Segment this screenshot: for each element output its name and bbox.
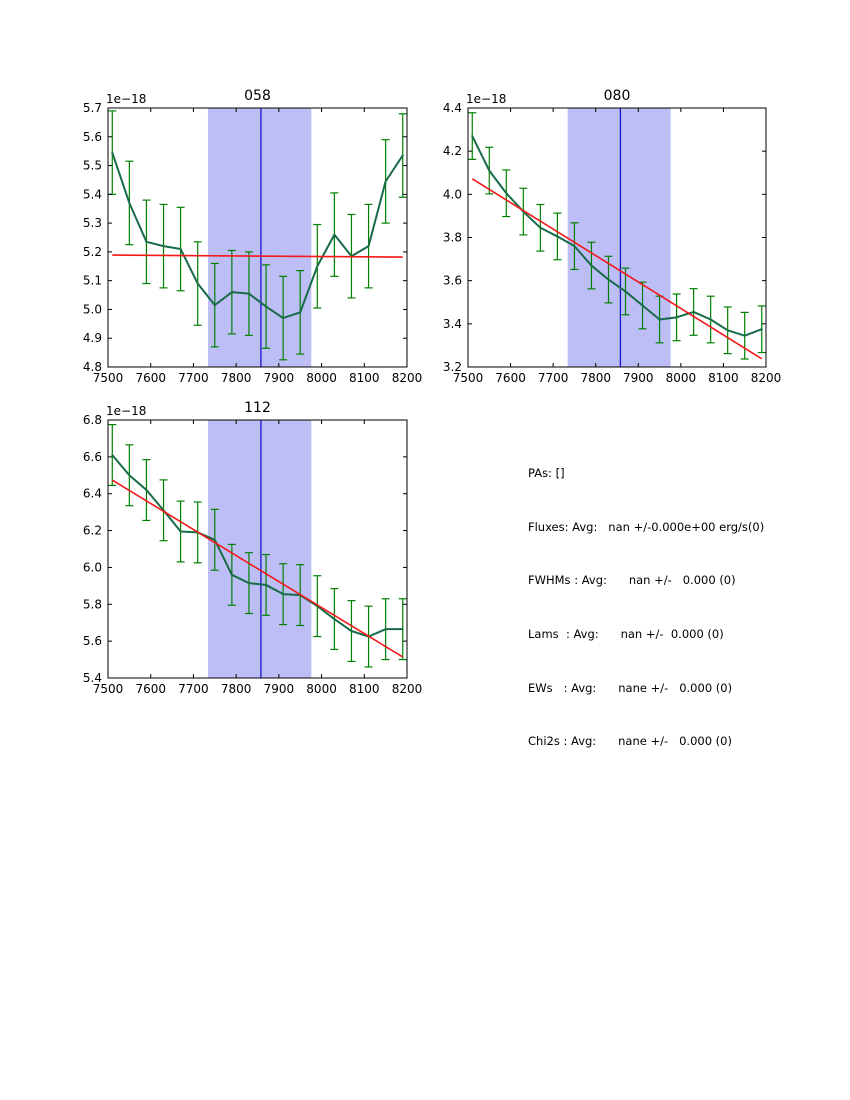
svg-text:3.6: 3.6 <box>443 274 462 288</box>
svg-text:6.2: 6.2 <box>83 524 102 538</box>
stats-block: PAs: [] Fluxes: Avg: nan +/-0.000e+00 er… <box>528 433 764 783</box>
svg-text:5.3: 5.3 <box>83 216 102 230</box>
plot-title: 058 <box>244 88 271 104</box>
subplot-080: 7500 7600 7700 7800 7900 8000 8100 8200 3.2 3.4 3.… <box>443 88 781 385</box>
stat-line-pas: PAs: [] <box>528 466 565 480</box>
selection-band <box>207 420 312 678</box>
svg-text:7500: 7500 <box>93 371 124 385</box>
svg-text:5.8: 5.8 <box>83 597 102 611</box>
selection-band <box>207 108 312 367</box>
svg-text:5.6: 5.6 <box>83 130 102 144</box>
svg-text:3.8: 3.8 <box>443 231 462 245</box>
svg-text:5.5: 5.5 <box>83 159 102 173</box>
svg-text:7600: 7600 <box>135 371 166 385</box>
svg-text:7900: 7900 <box>264 371 295 385</box>
svg-text:5.6: 5.6 <box>83 634 102 648</box>
svg-text:8100: 8100 <box>349 682 380 696</box>
subplot-058: 7500 7600 7700 7800 7900 8000 8100 8200 4.8 4.9 5.… <box>83 88 422 385</box>
svg-text:7800: 7800 <box>221 682 252 696</box>
fit-line <box>112 254 403 258</box>
stat-line-fwhms: FWHMs : Avg: nan +/- 0.000 (0) <box>528 573 736 588</box>
svg-text:7900: 7900 <box>623 371 654 385</box>
plot-title: 112 <box>244 400 271 416</box>
svg-text:4.2: 4.2 <box>443 144 462 158</box>
svg-text:5.4: 5.4 <box>83 671 102 685</box>
y-axis-offset-label: 1e−18 <box>106 92 146 106</box>
svg-text:7600: 7600 <box>495 371 526 385</box>
svg-text:7800: 7800 <box>580 371 611 385</box>
svg-text:7700: 7700 <box>178 371 209 385</box>
spectrum-line <box>111 151 404 320</box>
svg-text:8200: 8200 <box>392 371 423 385</box>
svg-text:3.4: 3.4 <box>443 317 462 331</box>
svg-text:5.4: 5.4 <box>83 187 102 201</box>
svg-text:8200: 8200 <box>392 682 423 696</box>
stat-line-fluxes: Fluxes: Avg: nan +/-0.000e+00 erg/s(0) <box>528 519 765 534</box>
svg-text:6.4: 6.4 <box>83 487 102 501</box>
svg-text:8000: 8000 <box>306 371 337 385</box>
svg-text:4.9: 4.9 <box>83 331 102 345</box>
ticks: 7500 7600 7700 7800 7900 8000 8100 8200 5.4 5.6 5.… <box>83 413 422 696</box>
svg-text:6.8: 6.8 <box>83 413 102 427</box>
svg-text:7600: 7600 <box>135 682 166 696</box>
stat-line-lams: Lams : Avg: nan +/- 0.000 (0) <box>528 627 724 642</box>
svg-text:8000: 8000 <box>666 371 697 385</box>
svg-text:7800: 7800 <box>221 371 252 385</box>
ticks: 7500 7600 7700 7800 7900 8000 8100 8200 4.8 4.9 5.… <box>83 101 422 385</box>
stat-line-chi2s: Chi2s : Avg: nane +/- 0.000 (0) <box>528 734 732 749</box>
subplot-112: 7500 7600 7700 7800 7900 8000 8100 8200 5.4 5.6 5.… <box>83 400 422 696</box>
svg-text:6.0: 6.0 <box>83 560 102 574</box>
svg-text:5.1: 5.1 <box>83 274 102 288</box>
svg-text:4.8: 4.8 <box>83 360 102 374</box>
svg-text:7900: 7900 <box>264 682 295 696</box>
svg-text:8000: 8000 <box>306 682 337 696</box>
svg-text:8100: 8100 <box>349 371 380 385</box>
svg-text:6.6: 6.6 <box>83 450 102 464</box>
y-axis-offset-label: 1e−18 <box>466 92 506 106</box>
svg-text:8100: 8100 <box>708 371 739 385</box>
svg-text:7500: 7500 <box>453 371 484 385</box>
fit-line <box>471 178 763 360</box>
svg-text:5.7: 5.7 <box>83 101 102 115</box>
stat-line-ews: EWs : Avg: nane +/- 0.000 (0) <box>528 680 733 695</box>
axes-frame <box>107 419 408 679</box>
plot-title: 080 <box>604 88 631 104</box>
svg-text:4.0: 4.0 <box>443 187 462 201</box>
svg-text:5.0: 5.0 <box>83 302 102 316</box>
svg-text:7500: 7500 <box>93 682 124 696</box>
ticks: 7500 7600 7700 7800 7900 8000 8100 8200 3.2 3.4 3.… <box>443 101 781 385</box>
selection-band <box>567 108 671 367</box>
axes-frame <box>107 107 408 368</box>
svg-text:7700: 7700 <box>538 371 569 385</box>
svg-text:5.2: 5.2 <box>83 245 102 259</box>
y-axis-offset-label: 1e−18 <box>106 404 146 418</box>
spectrum-line <box>111 454 404 638</box>
svg-text:4.4: 4.4 <box>443 101 462 115</box>
svg-text:7700: 7700 <box>178 682 209 696</box>
fit-line <box>111 479 404 658</box>
svg-text:8200: 8200 <box>751 371 782 385</box>
svg-text:3.2: 3.2 <box>443 360 462 374</box>
